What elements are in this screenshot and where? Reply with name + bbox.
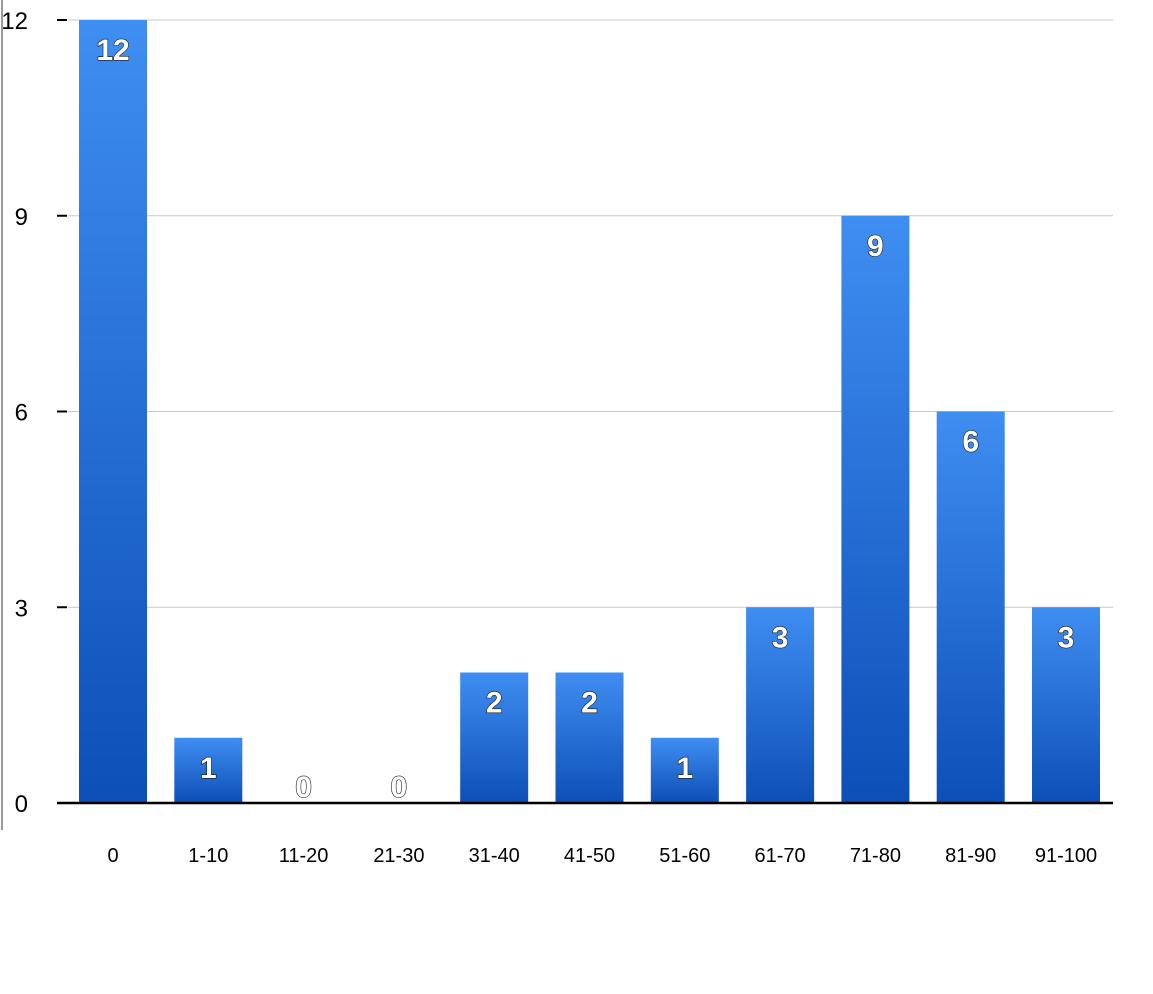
x-category-label: 31-40 (469, 845, 520, 867)
bar-41-50 (555, 672, 624, 803)
data-label-0: 12 (96, 34, 129, 67)
y-tick-label: 12 (1, 8, 28, 35)
data-label-31-40: 2 (486, 687, 503, 720)
data-label-51-60: 1 (676, 752, 693, 785)
x-category-label: 91-100 (1035, 845, 1097, 867)
bars (79, 20, 1100, 803)
x-category-label: 81-90 (945, 845, 996, 867)
x-category-label: 21-30 (373, 845, 424, 867)
y-axis: 0 3 6 9 12 (1, 8, 67, 818)
data-labels: 12 1 0 0 2 2 1 3 9 6 3 (96, 33, 1075, 804)
x-category-label: 61-70 (755, 845, 806, 867)
x-category-label: 41-50 (564, 845, 615, 867)
data-label-61-70: 3 (772, 621, 789, 654)
y-tick-label: 6 (15, 400, 28, 427)
x-category-label: 0 (107, 845, 118, 867)
data-label-1-10: 1 (200, 752, 217, 785)
bar-91-100 (1032, 607, 1100, 803)
bar-71-80 (841, 215, 910, 803)
data-label-91-100: 3 (1058, 621, 1075, 654)
data-label-71-80: 9 (867, 230, 884, 263)
data-label-81-90: 6 (962, 426, 979, 459)
data-label-21-30: 0 (391, 771, 408, 804)
y-tick-label: 3 (15, 595, 28, 622)
bar-61-70 (746, 607, 815, 803)
x-category-label: 11-20 (279, 845, 329, 867)
data-label-41-50: 2 (581, 687, 598, 720)
y-tick-label: 0 (15, 791, 28, 818)
y-tick-label: 9 (15, 204, 28, 231)
x-category-label: 51-60 (659, 845, 710, 867)
x-category-label: 71-80 (850, 845, 901, 867)
x-axis-categories: 0 1-10 11-20 21-30 31-40 41-50 51-60 61-70 71-80… (107, 845, 1097, 867)
data-label-11-20: 0 (295, 771, 312, 804)
bar-1-10 (174, 737, 243, 803)
bar-31-40 (460, 672, 529, 803)
bar-0 (79, 20, 147, 803)
bar-81-90 (936, 411, 1005, 803)
x-category-label: 1-10 (188, 845, 228, 867)
bar-51-60 (650, 737, 719, 803)
